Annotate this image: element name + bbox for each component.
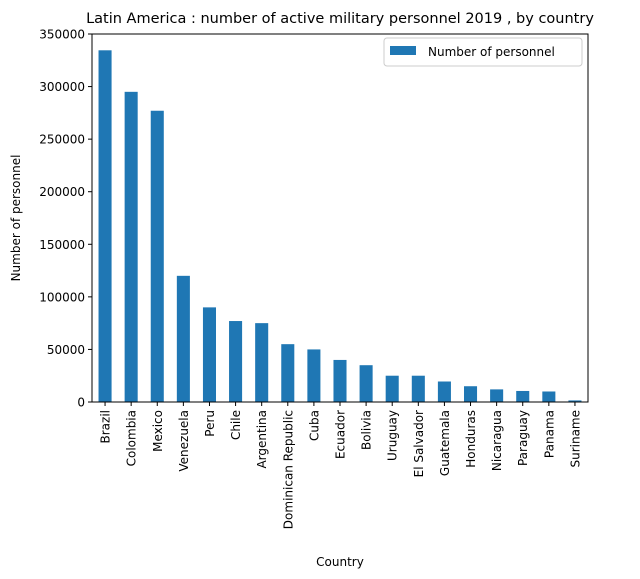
x-tick-label: Argentina [255, 410, 269, 469]
bar-el-salvador [411, 375, 425, 402]
bar-panama [542, 391, 556, 402]
bar-nicaragua [490, 389, 504, 402]
x-tick-label: Dominican Republic [281, 410, 295, 529]
legend-swatch [390, 46, 416, 55]
y-tick-label: 350000 [39, 28, 85, 42]
legend: Number of personnel [383, 37, 583, 67]
bar-colombia [124, 91, 138, 402]
x-tick-label: Panama [542, 410, 556, 458]
bar-ecuador [333, 359, 347, 402]
x-tick-label: Peru [203, 410, 217, 437]
bar-honduras [464, 386, 478, 402]
x-tick-label: El Salvador [412, 410, 426, 477]
bar-mexico [150, 110, 164, 402]
x-tick-label: Paraguay [516, 410, 530, 466]
bar-uruguay [385, 375, 399, 402]
x-tick-label: Chile [229, 410, 243, 440]
y-tick-label: 200000 [39, 185, 85, 199]
bar-venezuela [176, 275, 190, 402]
x-axis-label: Country [316, 555, 364, 569]
bar-dominican-republic [281, 344, 295, 402]
x-tick-label: Venezuela [177, 410, 191, 472]
x-tick-label: Uruguay [386, 410, 400, 461]
x-tick-label: Nicaragua [490, 410, 504, 471]
x-tick-label: Suriname [568, 410, 582, 468]
y-tick-label: 0 [77, 396, 85, 410]
x-tick-label: Honduras [464, 410, 478, 468]
y-tick-label: 150000 [39, 238, 85, 252]
bar-paraguay [516, 390, 530, 402]
y-axis-label: Number of personnel [9, 155, 23, 282]
legend-label: Number of personnel [428, 45, 555, 59]
bar-argentina [255, 323, 269, 402]
y-tick-label: 250000 [39, 133, 85, 147]
bars-group [98, 50, 582, 403]
x-tick-label: Mexico [151, 410, 165, 452]
bar-guatemala [437, 381, 451, 402]
bar-suriname [568, 400, 582, 402]
bar-brazil [98, 50, 112, 403]
y-tick-label: 300000 [39, 80, 85, 94]
bar-bolivia [359, 365, 373, 402]
x-tick-label: Brazil [99, 410, 113, 444]
chart-title: Latin America : number of active militar… [86, 11, 594, 27]
x-tick-label: Cuba [307, 410, 321, 441]
y-tick-label: 100000 [39, 290, 85, 304]
y-axis: 0 50000 100000 150000 200000 250000 300000 3500… [39, 28, 92, 410]
x-tick-label: Guatemala [438, 410, 452, 476]
x-axis: Brazil Colombia Mexico Venezuela Peru Chile Ar… [99, 402, 582, 529]
y-tick-label: 50000 [47, 343, 85, 357]
plot-frame [91, 33, 589, 403]
bar-peru [202, 307, 216, 402]
x-tick-label: Ecuador [334, 410, 348, 459]
bar-chile [229, 321, 243, 402]
x-tick-label: Bolivia [360, 410, 374, 450]
bar-cuba [307, 349, 321, 402]
legend-box [383, 37, 583, 67]
x-tick-label: Colombia [125, 410, 139, 466]
